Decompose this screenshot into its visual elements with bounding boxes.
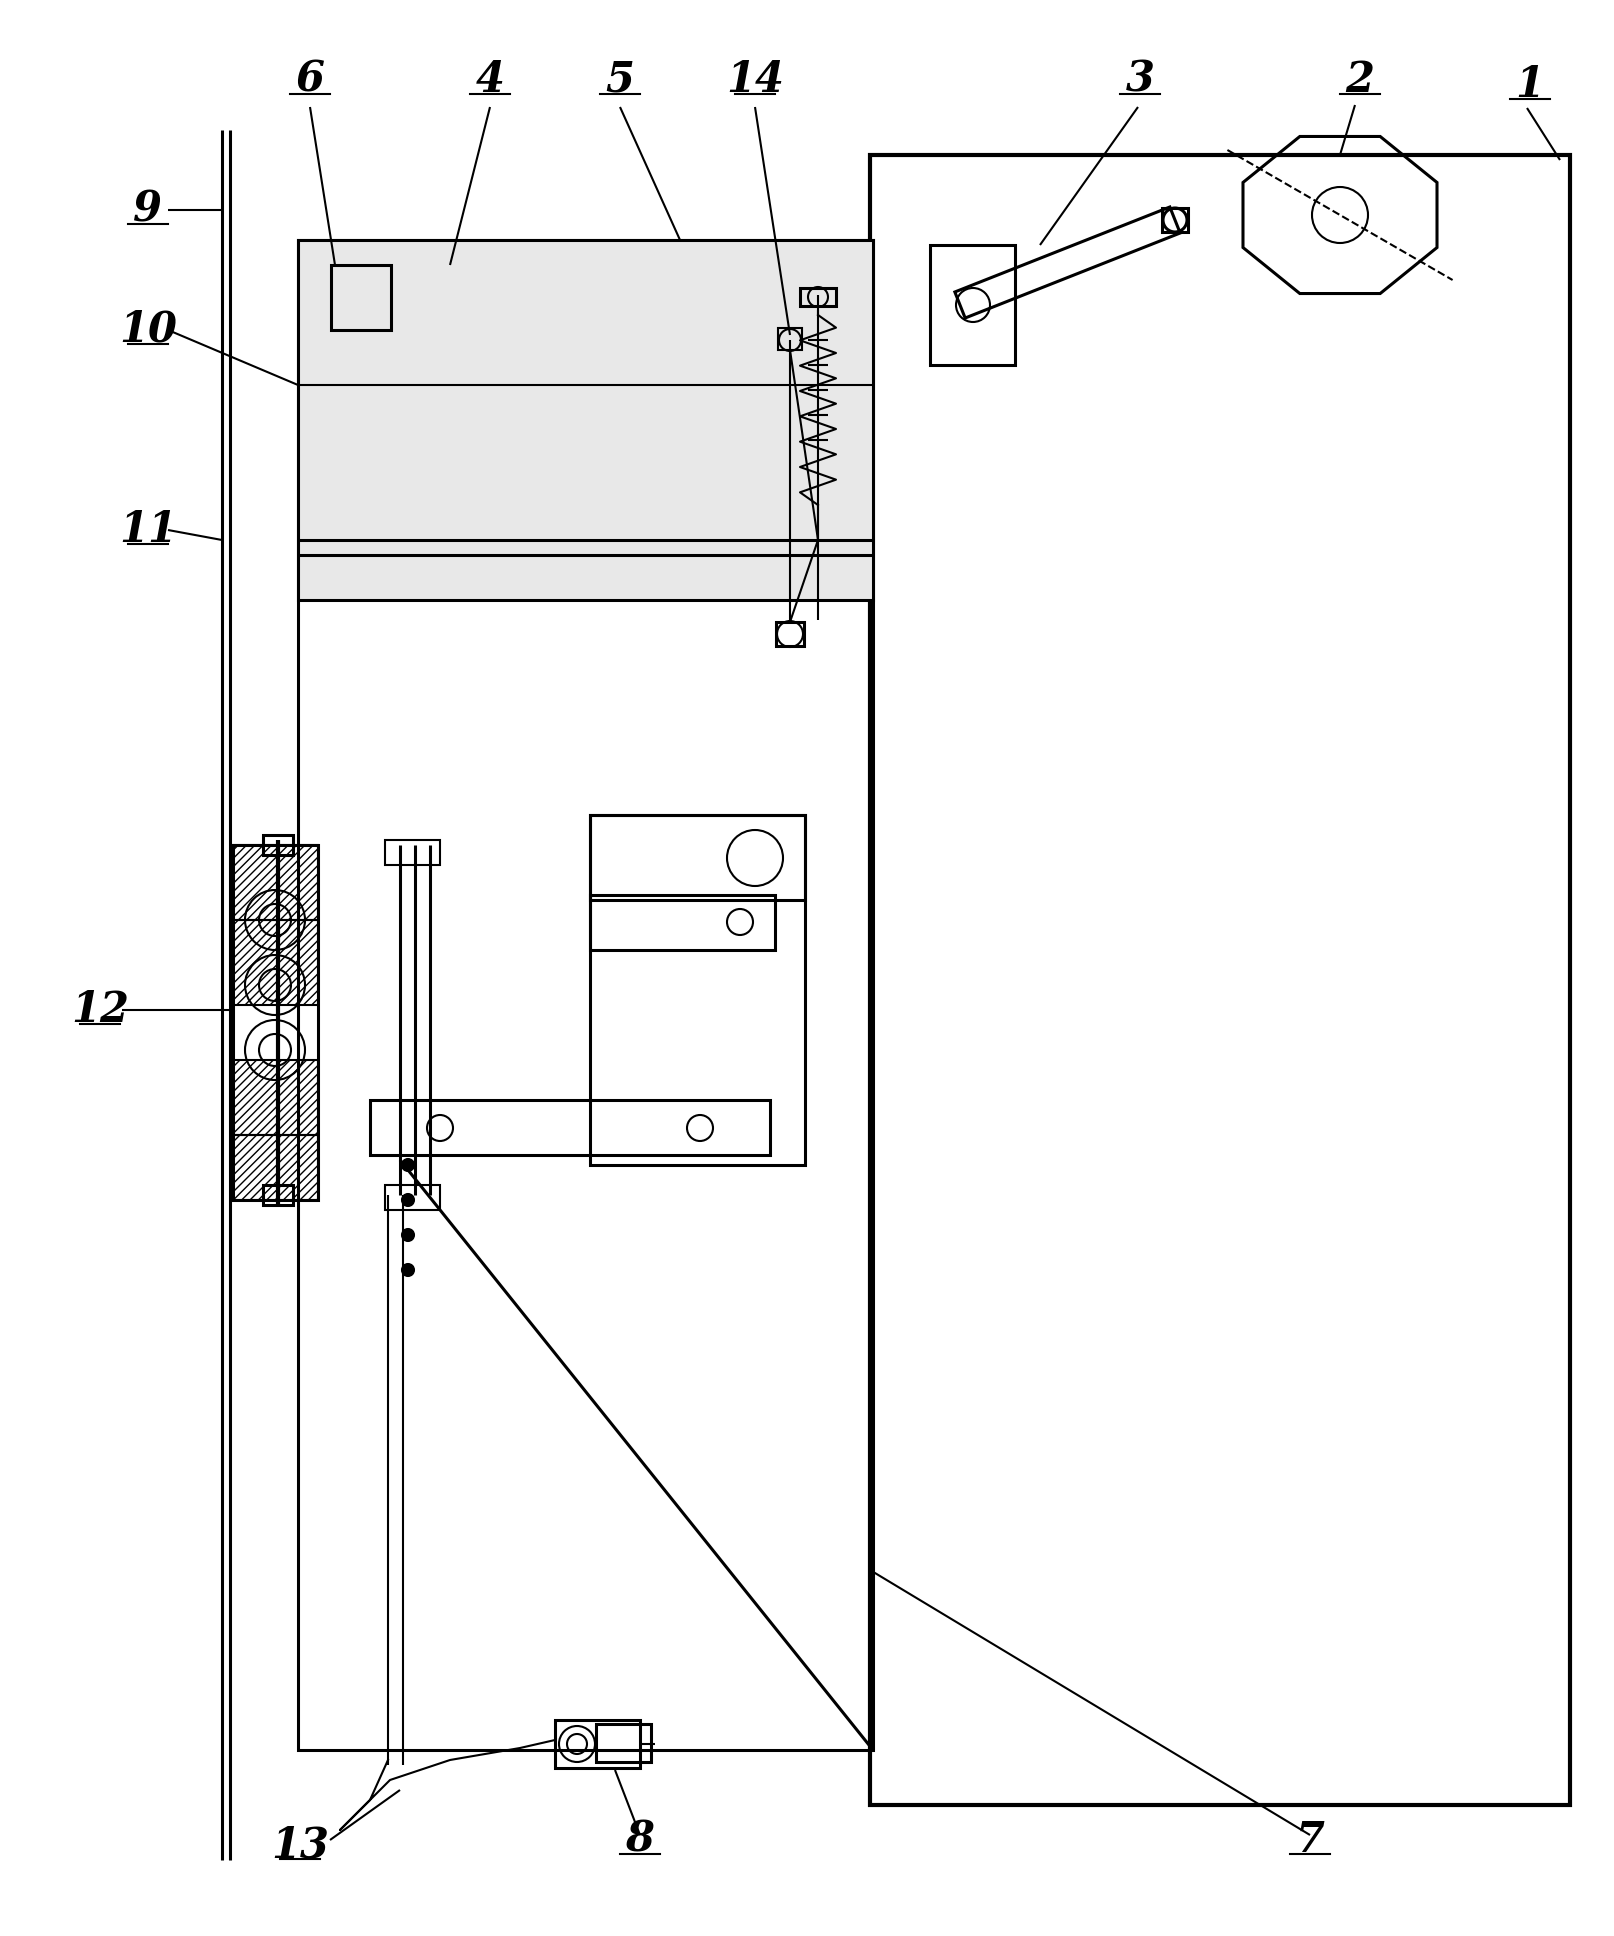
Polygon shape: [955, 207, 1180, 318]
Text: 7: 7: [1296, 1820, 1325, 1860]
Text: 1: 1: [1516, 64, 1545, 106]
Bar: [324, 265, 410, 350]
Text: 13: 13: [271, 1824, 329, 1866]
Text: 3: 3: [1125, 58, 1154, 101]
Text: 2: 2: [1346, 58, 1375, 101]
Text: 5: 5: [605, 58, 634, 101]
Text: 12: 12: [71, 989, 129, 1032]
Text: 4: 4: [476, 58, 505, 101]
Bar: [555, 1719, 641, 1768]
Bar: [776, 621, 804, 647]
Bar: [801, 288, 836, 306]
Bar: [591, 894, 775, 951]
Circle shape: [402, 1160, 415, 1171]
Bar: [1162, 207, 1188, 232]
Bar: [930, 246, 1015, 366]
Text: 6: 6: [295, 58, 324, 101]
Bar: [324, 265, 465, 300]
Bar: [232, 1061, 318, 1134]
Bar: [331, 265, 391, 329]
Circle shape: [402, 1195, 415, 1206]
Bar: [299, 240, 873, 600]
Circle shape: [402, 1229, 415, 1241]
Bar: [263, 1185, 294, 1204]
Bar: [232, 1134, 318, 1200]
Bar: [263, 834, 294, 856]
Bar: [386, 1185, 441, 1210]
Bar: [386, 840, 441, 865]
Text: 8: 8: [626, 1820, 655, 1860]
Bar: [778, 327, 802, 350]
Bar: [232, 844, 318, 920]
Bar: [370, 1100, 770, 1156]
Text: 14: 14: [726, 58, 784, 101]
Bar: [232, 920, 318, 1005]
Bar: [299, 240, 873, 600]
Text: 11: 11: [119, 509, 178, 552]
Circle shape: [402, 1264, 415, 1276]
Bar: [591, 815, 805, 1165]
Text: 10: 10: [119, 310, 178, 350]
Bar: [232, 844, 318, 1200]
Bar: [299, 240, 873, 1750]
Bar: [591, 815, 805, 900]
Bar: [596, 1723, 650, 1762]
Text: 9: 9: [134, 190, 163, 230]
Bar: [870, 155, 1570, 1804]
